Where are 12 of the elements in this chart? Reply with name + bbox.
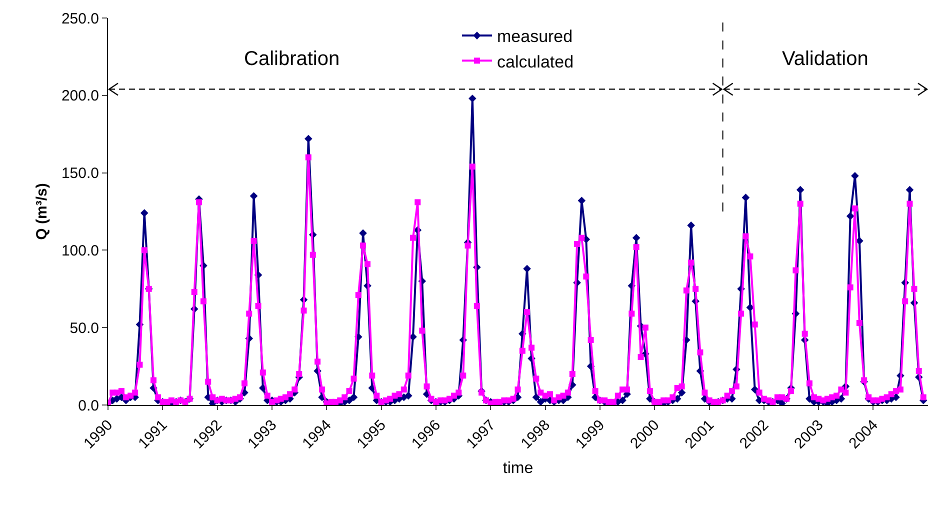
legend-label: calculated — [497, 52, 574, 72]
legend-label: measured — [497, 27, 573, 46]
y-tick-label: 0.0 — [78, 397, 99, 414]
y-tick-label: 100.0 — [61, 242, 99, 260]
y-tick-label: 150.0 — [61, 165, 99, 182]
y-tick-label: 50.0 — [70, 320, 99, 337]
x-axis-title: time — [502, 460, 534, 477]
y-tick-label: 200.0 — [61, 88, 99, 105]
annotation: Calibration — [244, 48, 340, 70]
y-axis-title: Q (m³/s) — [34, 183, 51, 240]
y-tick-label: 250.0 — [61, 10, 99, 28]
annotation: Validation — [782, 48, 868, 70]
